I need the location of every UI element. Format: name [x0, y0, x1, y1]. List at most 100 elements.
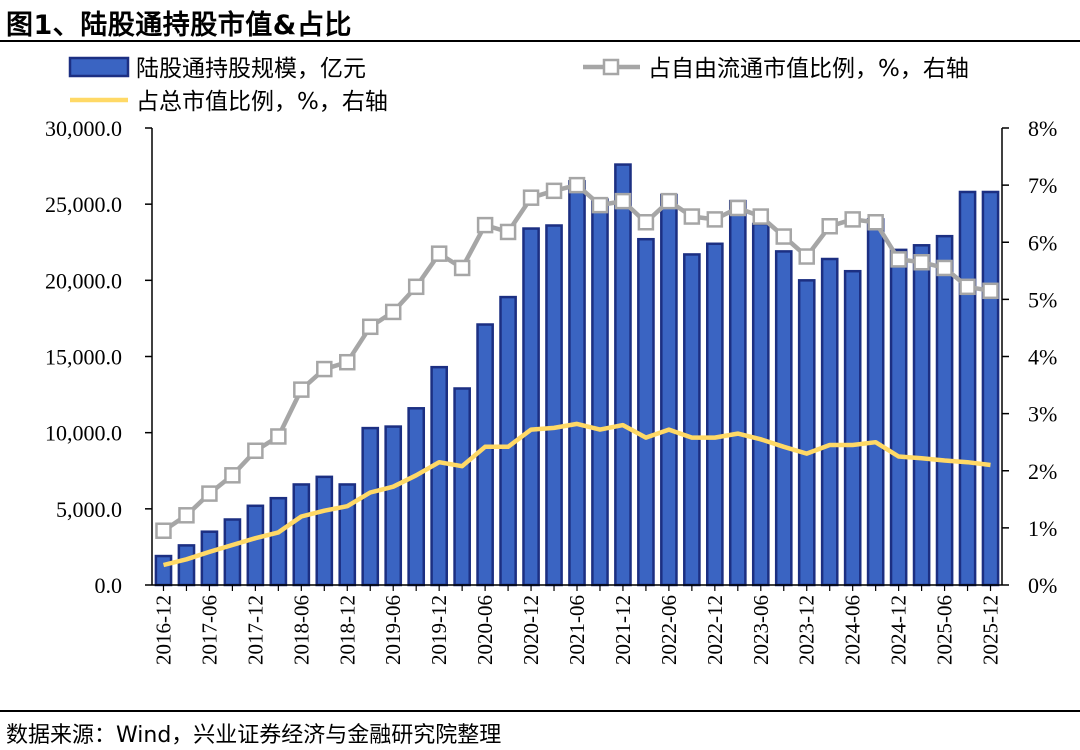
bottom-rule	[0, 710, 1080, 712]
bar-2020-12	[522, 227, 540, 587]
legend-yellow-label: 占总市值比例，%，右轴	[136, 89, 388, 115]
free-float-ratio-point-2020-03	[453, 259, 471, 277]
bar-2019-12	[430, 365, 448, 587]
x-tick-label: 2019-12	[427, 595, 451, 665]
free-float-ratio-point-2024-12	[890, 251, 907, 268]
x-tick-label: 2021-12	[611, 595, 635, 665]
bar-2024-03	[820, 257, 839, 587]
free-float-ratio-point-2022-03	[637, 214, 655, 231]
bar-2024-06	[843, 269, 862, 587]
bar-2018-12	[338, 483, 357, 587]
y-left-tick-label: 0.0	[95, 573, 123, 598]
free-float-ratio-point-2022-06	[660, 192, 678, 210]
free-float-ratio-point-2018-03	[270, 428, 287, 445]
x-tick-label: 2018-06	[289, 595, 313, 665]
free-float-ratio-point-2019-09	[407, 278, 425, 296]
free-float-ratio-point-2023-06	[752, 208, 770, 225]
y-left-tick-label: 25,000.0	[45, 192, 122, 217]
free-float-ratio-point-2024-09	[867, 214, 884, 231]
free-float-ratio-point-2019-03	[361, 318, 379, 336]
y-left-tick-label: 10,000.0	[45, 421, 122, 446]
bar-2018-09	[315, 475, 334, 587]
x-tick-label: 2017-06	[197, 595, 221, 665]
bar-2021-12	[614, 163, 632, 587]
bar-2017-06	[200, 530, 219, 587]
free-float-ratio-point-2021-09	[591, 196, 609, 214]
bar-2020-06	[476, 323, 494, 587]
y-right-tick-label: 7%	[1028, 173, 1057, 198]
free-float-ratio-point-2024-03	[821, 218, 838, 235]
free-float-ratio-point-2020-06	[476, 216, 494, 234]
bar-2023-06	[751, 222, 770, 587]
y-right-tick-label: 0%	[1028, 573, 1057, 598]
bar-2022-09	[683, 253, 701, 587]
bar-2016-12	[154, 554, 173, 587]
title-rule	[0, 40, 1080, 42]
free-float-ratio-point-2020-12	[522, 189, 540, 206]
legend-gray-label: 占自由流通市值比例，%，右轴	[648, 56, 969, 82]
bar-2025-09	[958, 190, 977, 587]
free-float-ratio-point-2025-03	[913, 253, 930, 271]
free-float-ratio-point-2018-12	[339, 353, 356, 371]
free-float-ratio-point-2025-12	[982, 282, 999, 300]
free-float-ratio-point-2023-09	[775, 228, 793, 245]
y-right-tick-label: 1%	[1028, 516, 1057, 541]
bar-2019-06	[384, 425, 403, 587]
bar-2017-03	[177, 544, 196, 587]
y-right-tick-label: 5%	[1028, 287, 1057, 312]
y-right-tick-label: 3%	[1028, 402, 1057, 427]
bar-2017-09	[223, 518, 242, 587]
free-float-ratio-point-2021-06	[568, 176, 586, 194]
free-float-ratio-point-2016-12	[155, 522, 172, 539]
x-tick-label: 2020-06	[473, 595, 497, 665]
y-right-tick-label: 2%	[1028, 459, 1057, 484]
free-float-ratio-point-2022-12	[706, 211, 724, 228]
free-float-ratio-point-2024-06	[844, 211, 861, 228]
free-float-ratio-point-2021-03	[545, 182, 563, 200]
y-right-tick-label: 8%	[1028, 116, 1057, 141]
free-float-ratio-point-2017-09	[224, 467, 241, 484]
x-tick-label: 2018-12	[335, 595, 359, 665]
bar-2025-03	[912, 244, 931, 587]
bar-2021-06	[568, 180, 586, 587]
y-left-tick-label: 30,000.0	[45, 116, 122, 141]
line-series	[155, 176, 999, 568]
free-float-ratio-point-2017-12	[247, 442, 264, 460]
bar-2024-12	[889, 248, 908, 587]
bar-2025-06	[935, 234, 954, 587]
bar-2019-09	[407, 407, 426, 587]
x-tick-label: 2022-12	[703, 595, 727, 665]
bar-2018-03	[269, 496, 288, 587]
y-left-tick-label: 5,000.0	[56, 497, 122, 522]
bar-2022-12	[706, 242, 724, 587]
free-float-ratio-point-2018-06	[293, 381, 310, 398]
x-tick-label: 2019-06	[381, 595, 405, 665]
bar-2020-03	[453, 387, 471, 587]
free-float-ratio-point-2021-12	[614, 192, 632, 210]
bar-2024-09	[866, 218, 885, 587]
bar-2022-03	[637, 237, 655, 587]
x-tick-label: 2016-12	[151, 595, 175, 665]
bar-2017-12	[246, 504, 265, 587]
source-note: 数据来源：Wind，兴业证券经济与金融研究院整理	[6, 723, 502, 748]
bar-2023-09	[774, 250, 793, 587]
total-mcap-ratio-line	[162, 421, 991, 568]
x-tick-label: 2024-12	[887, 595, 911, 665]
free-float-ratio-point-2025-06	[936, 259, 953, 277]
y-right-axis: 0% 1% 2% 3% 4% 5% 6% 7% 8%	[1002, 116, 1057, 598]
x-tick-label: 2020-12	[519, 595, 543, 665]
legend-bar-label: 陆股通持股规模，亿元	[136, 56, 366, 82]
free-float-ratio-point-2019-06	[384, 303, 402, 321]
free-float-ratio-point-2023-12	[798, 248, 815, 265]
x-tick-label: 2023-06	[749, 595, 773, 665]
y-right-tick-label: 6%	[1028, 230, 1057, 255]
free-float-ratio-point-2022-09	[683, 208, 701, 225]
free-float-ratio-point-2018-09	[316, 360, 333, 378]
legend-bar-swatch	[68, 56, 130, 78]
x-axis: 2016-12 2017-06 2017-12 2018-06 2018-12 2019-…	[151, 585, 1003, 665]
x-tick-label: 2023-12	[795, 595, 819, 665]
bar-2023-03	[728, 199, 747, 587]
y-right-tick-label: 4%	[1028, 345, 1057, 370]
